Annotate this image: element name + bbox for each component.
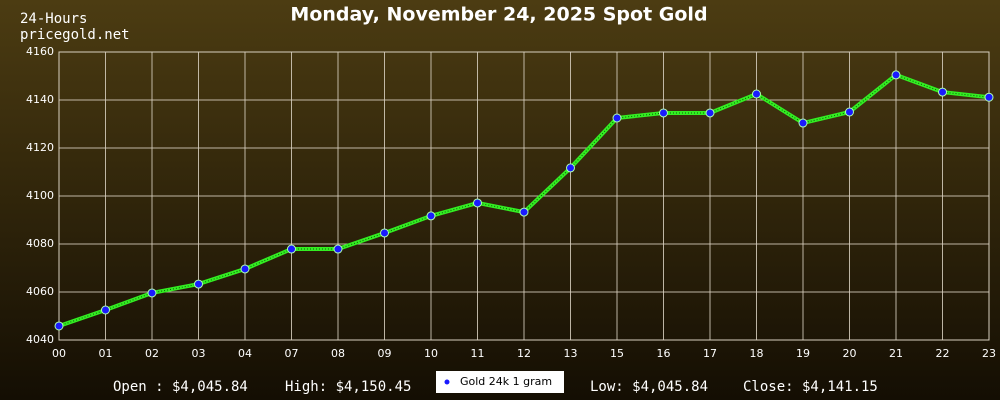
data-point xyxy=(938,87,947,97)
data-point xyxy=(101,305,110,315)
x-tick-label: 21 xyxy=(889,347,903,360)
data-point xyxy=(566,163,575,173)
y-tick-label: 4140 xyxy=(26,93,54,106)
data-point xyxy=(984,92,994,102)
stat-high: High: $4,150.45 xyxy=(285,379,411,395)
x-tick-label: 20 xyxy=(843,347,857,360)
annotation: pricegold.net xyxy=(20,27,130,43)
x-tick-label: 18 xyxy=(750,347,764,360)
y-tick-label: 4080 xyxy=(26,237,54,250)
y-tick-label: 4160 xyxy=(26,45,54,58)
data-point xyxy=(845,107,854,117)
data-point xyxy=(147,288,157,298)
data-point xyxy=(426,211,436,221)
legend-box xyxy=(436,371,564,393)
x-tick-label: 00 xyxy=(52,347,66,360)
x-tick-label: 03 xyxy=(192,347,206,360)
y-tick-label: 4120 xyxy=(26,141,54,154)
data-point xyxy=(519,207,529,217)
y-tick-label: 4060 xyxy=(26,285,54,298)
chart-title: Monday, November 24, 2025 Spot Gold xyxy=(290,4,707,26)
x-tick-label: 23 xyxy=(982,347,996,360)
data-point xyxy=(287,244,296,254)
x-tick-label: 02 xyxy=(145,347,159,360)
legend-marker xyxy=(444,379,450,385)
x-tick-label: 11 xyxy=(471,347,485,360)
x-tick-label: 04 xyxy=(238,347,252,360)
x-tick-label: 07 xyxy=(285,347,299,360)
data-point xyxy=(659,108,668,118)
x-tick-label: 01 xyxy=(99,347,113,360)
annotation: 24-Hours xyxy=(20,11,87,27)
data-point xyxy=(240,264,250,274)
y-tick-label: 4040 xyxy=(26,333,54,346)
data-point xyxy=(194,279,203,289)
x-tick-label: 16 xyxy=(657,347,671,360)
x-tick-label: 15 xyxy=(610,347,624,360)
data-point xyxy=(705,108,715,118)
data-point xyxy=(380,228,389,238)
x-tick-label: 10 xyxy=(424,347,438,360)
data-point xyxy=(891,70,901,80)
data-point xyxy=(473,198,482,208)
plot-border xyxy=(58,51,990,341)
x-tick-label: 17 xyxy=(703,347,717,360)
x-tick-label: 08 xyxy=(331,347,345,360)
y-tick-label: 4100 xyxy=(26,189,54,202)
data-point xyxy=(333,244,343,254)
x-tick-label: 13 xyxy=(564,347,578,360)
data-point xyxy=(798,118,808,128)
data-point xyxy=(54,321,64,331)
x-tick-label: 22 xyxy=(936,347,950,360)
stat-close: Close: $4,141.15 xyxy=(743,379,878,395)
stat-open: Open : $4,045.84 xyxy=(113,379,248,395)
legend-label: Gold 24k 1 gram xyxy=(460,375,552,388)
x-tick-label: 12 xyxy=(517,347,531,360)
stat-low: Low: $4,045.84 xyxy=(590,379,708,395)
data-point xyxy=(752,89,761,99)
data-point xyxy=(612,113,622,123)
x-tick-label: 09 xyxy=(378,347,392,360)
x-tick-label: 19 xyxy=(796,347,810,360)
